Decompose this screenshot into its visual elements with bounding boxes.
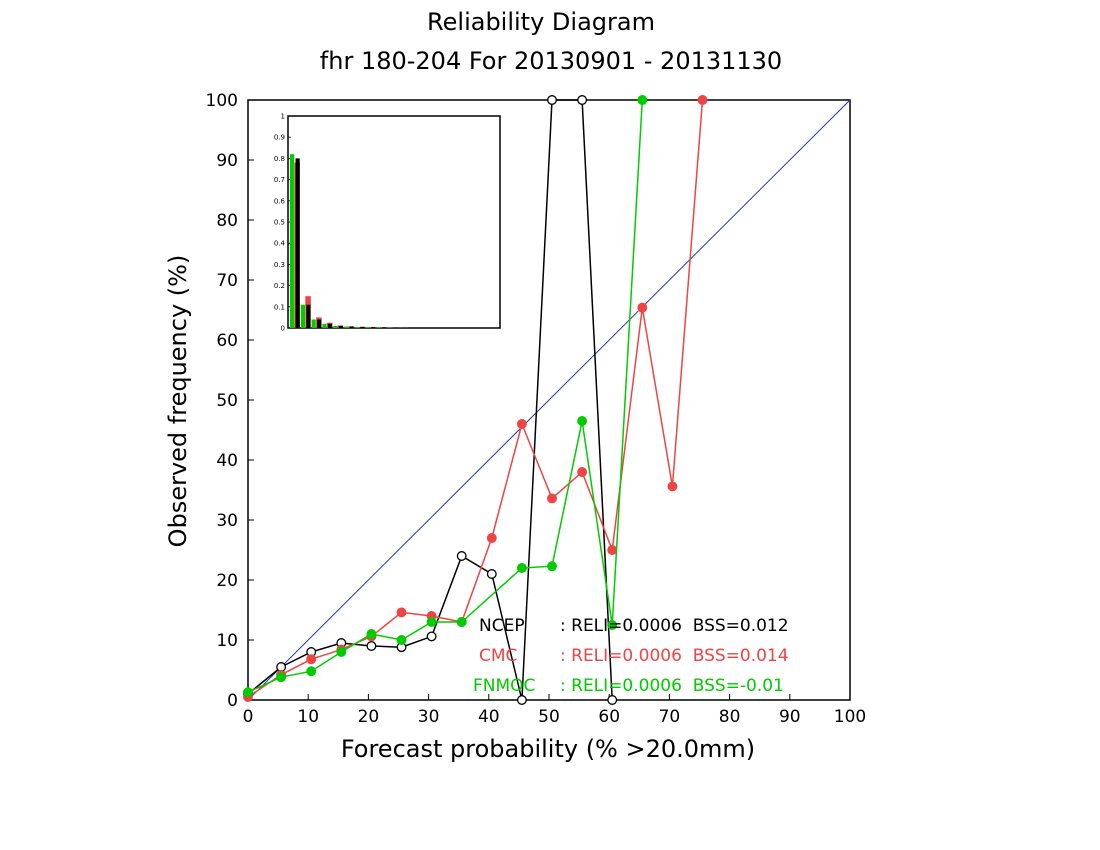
x-axis-label: Forecast probability (% >20.0mm)	[341, 735, 755, 763]
data-point-fnmoc	[516, 563, 527, 573]
y-tick-label: 60	[216, 331, 238, 351]
y-tick-label: 10	[216, 631, 238, 651]
legend: NCEP : RELI=0.0006 BSS=0.012 CMC : RELI=…	[473, 616, 789, 696]
inset-y-tick-label: 0	[281, 325, 285, 333]
inset-y-tick-label: 0.5	[274, 219, 285, 227]
data-point-fnmoc	[366, 629, 377, 639]
chart-subtitle: fhr 180-204 For 20130901 - 20131130	[320, 47, 782, 75]
data-point-fnmoc	[336, 647, 347, 657]
y-tick-label: 100	[206, 91, 238, 111]
inset-bar-fnmoc	[322, 323, 327, 328]
inset-histogram: 0 0.1 0.2 0.3 0.4 0.5 0.6 0.7 0.8 0.9 1	[274, 113, 408, 333]
inset-histogram-frame	[287, 115, 501, 329]
data-point-cmc	[577, 467, 588, 477]
inset-y-tick-label: 0.9	[274, 134, 285, 142]
y-tick-label: 70	[216, 271, 238, 291]
inset-bar-fnmoc	[300, 304, 305, 328]
data-point-fnmoc	[637, 95, 648, 105]
data-point-ncep	[607, 695, 618, 705]
x-tick-label: 70	[659, 707, 681, 727]
perfect-reliability-line	[247, 99, 851, 701]
x-tick-label: 50	[538, 707, 560, 727]
x-tick-label: 0	[243, 707, 254, 727]
y-tick-label: 50	[216, 391, 238, 411]
y-tick-label: 20	[216, 571, 238, 591]
data-point-fnmoc	[396, 635, 407, 645]
x-tick-label: 100	[834, 707, 866, 727]
data-point-fnmoc	[306, 666, 317, 677]
legend-name-fnmoc: FNMOC	[473, 676, 535, 696]
data-point-fnmoc	[456, 617, 467, 627]
inset-y-tick-label: 0.4	[274, 240, 286, 248]
series-line-cmc	[247, 99, 704, 698]
data-point-cmc	[607, 545, 618, 555]
legend-name-ncep: NCEP	[479, 616, 525, 636]
x-tick-label: 80	[719, 707, 741, 727]
data-point-cmc	[547, 493, 557, 504]
inset-bar-ncep	[295, 158, 300, 328]
inset-bar-ncep	[338, 325, 343, 328]
inset-y-tick-label: 1	[281, 113, 285, 121]
data-point-cmc	[667, 481, 678, 492]
chart-title: Reliability Diagram	[427, 8, 655, 36]
inset-bar-fnmoc	[311, 319, 316, 328]
inset-y-tick-label: 0.3	[274, 261, 285, 269]
inset-bar-fnmoc	[333, 325, 338, 328]
data-point-cmc	[697, 95, 708, 105]
x-tick-label: 20	[358, 707, 380, 727]
y-tick-label: 40	[216, 451, 238, 471]
inset-y-tick-label: 0.1	[274, 303, 285, 311]
x-tick-label: 30	[418, 707, 440, 727]
data-point-fnmoc	[243, 687, 253, 698]
y-tick-label: 80	[216, 211, 238, 231]
legend-stats-cmc: : RELI=0.0006 BSS=0.014	[560, 646, 789, 666]
data-point-ncep	[366, 641, 377, 651]
x-tick-label: 40	[478, 707, 500, 727]
x-tick-label: 10	[297, 707, 319, 727]
data-point-fnmoc	[276, 672, 287, 683]
inset-bar-fnmoc	[354, 326, 359, 328]
inset-y-tick-label: 0.7	[274, 176, 285, 184]
data-point-cmc	[486, 533, 497, 543]
inset-bar-ncep	[381, 327, 387, 328]
legend-stats-ncep: : RELI=0.0006 BSS=0.012	[560, 616, 789, 636]
inset-y-tick-label: 0.2	[274, 282, 285, 290]
y-tick-label: 30	[216, 511, 238, 531]
data-point-cmc	[637, 302, 648, 313]
data-point-fnmoc	[547, 561, 557, 572]
inset-y-tick-label: 0.8	[274, 155, 285, 163]
inset-bar-ncep	[360, 326, 365, 328]
inset-bar-fnmoc	[365, 327, 370, 328]
x-tick-label: 60	[598, 707, 620, 727]
data-point-fnmoc	[577, 416, 588, 426]
data-point-ncep	[516, 695, 527, 705]
inset-bar-fnmoc	[290, 154, 295, 328]
y-axis-label: Observed frequency (%)	[164, 255, 192, 548]
inset-bar-ncep	[306, 304, 311, 328]
data-point-cmc	[396, 607, 407, 618]
data-point-ncep	[547, 95, 557, 105]
data-point-fnmoc	[607, 620, 618, 630]
inset-bar-ncep	[317, 319, 322, 328]
legend-name-cmc: CMC	[479, 646, 517, 666]
inset-bar-fnmoc	[376, 327, 381, 328]
inset-bar-ncep	[327, 323, 333, 328]
inset-bar-fnmoc	[344, 326, 349, 328]
inset-bar-ncep	[349, 326, 354, 328]
plot-layer: 0 10 20 30 40 50 60 70 80 90 100010203040506070809…	[206, 91, 867, 727]
data-point-cmc	[516, 419, 527, 429]
inset-bar-ncep	[371, 327, 376, 328]
data-point-cmc	[306, 654, 317, 665]
data-point-ncep	[456, 551, 467, 561]
data-point-ncep	[486, 569, 497, 579]
data-point-ncep	[426, 631, 437, 642]
legend-stats-fnmoc: : RELI=0.0006 BSS=-0.01	[560, 676, 784, 696]
y-tick-label: 0	[227, 691, 238, 711]
x-tick-label: 90	[779, 707, 801, 727]
data-point-ncep	[577, 95, 588, 105]
y-tick-label: 90	[216, 151, 238, 171]
inset-y-tick-label: 0.6	[274, 197, 286, 205]
data-point-fnmoc	[426, 617, 437, 627]
